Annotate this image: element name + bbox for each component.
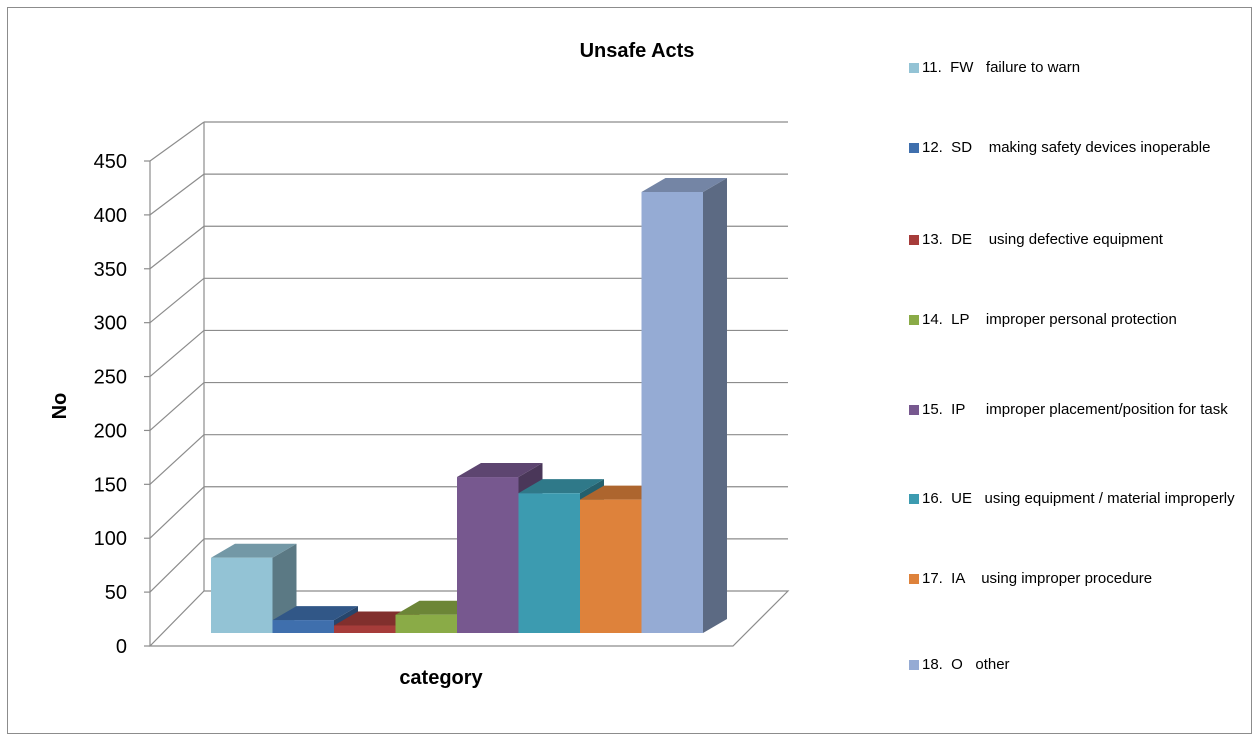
bar-front <box>395 614 457 633</box>
legend-item: 14. LP improper personal protection <box>909 310 1249 330</box>
gridline-diagonal <box>149 538 205 593</box>
y-axis-label: No <box>49 393 71 420</box>
gridline-diagonal <box>149 486 205 539</box>
bar-side <box>703 178 727 633</box>
legend-swatch <box>909 63 919 73</box>
legend-item: 15. IP improper placement/position for t… <box>909 400 1249 420</box>
legend-swatch <box>909 574 919 584</box>
legend-item: 17. IA using improper procedure <box>909 569 1249 589</box>
bar-front <box>457 477 519 633</box>
y-tick-label: 100 <box>94 528 127 550</box>
y-tick-label: 400 <box>94 205 127 227</box>
y-tick-label: 200 <box>94 420 127 442</box>
gridline-diagonal <box>149 225 205 270</box>
legend-label: 12. SD making safety devices inoperable <box>922 139 1211 156</box>
gridline-diagonal <box>149 121 205 162</box>
legend-swatch <box>909 143 919 153</box>
y-tick-label: 450 <box>94 151 127 173</box>
bar-11 <box>211 543 297 633</box>
legend-label: 11. FW failure to warn <box>922 59 1081 76</box>
legend-swatch <box>909 405 919 415</box>
legend-label: 13. DE using defective equipment <box>922 231 1163 248</box>
legend-item: 16. UE using equipment / material improp… <box>909 489 1249 509</box>
bar-front <box>334 625 396 633</box>
bar-top <box>641 178 727 192</box>
legend-swatch <box>909 494 919 504</box>
bar-12 <box>272 606 358 633</box>
bar-top <box>211 543 297 558</box>
bar-18 <box>641 178 727 633</box>
bar-front <box>518 493 580 633</box>
bars <box>211 178 727 633</box>
gridline-diagonal <box>149 277 205 324</box>
x-axis-label: category <box>399 667 483 689</box>
legend-item: 11. FW failure to warn <box>909 58 1249 78</box>
y-tick-label: 300 <box>94 313 127 335</box>
legend-label: 15. IP improper placement/position for t… <box>922 401 1228 418</box>
y-tick-label: 250 <box>94 367 127 389</box>
bar-front <box>641 192 703 633</box>
legend-swatch <box>909 660 919 670</box>
y-tick-labels: 0 50 100 150 200 250 300 350 400 450 <box>94 151 127 658</box>
floor-plane <box>148 590 790 647</box>
y-tick-label: 50 <box>105 582 127 604</box>
y-tick-label: 350 <box>94 259 127 281</box>
legend-label: 16. UE using equipment / material improp… <box>922 490 1235 507</box>
chart-title: Unsafe Acts <box>580 40 695 62</box>
legend-label: 14. LP improper personal protection <box>922 311 1177 328</box>
bar-front <box>211 557 273 633</box>
bar-top <box>457 463 543 478</box>
gridline-diagonal <box>149 173 205 216</box>
gridline-diagonal <box>149 382 205 431</box>
legend-item: 13. DE using defective equipment <box>909 230 1249 250</box>
legend: 11. FW failure to warn 12. SD making safe… <box>909 0 1254 741</box>
legend-item: 18. O other <box>909 655 1249 675</box>
legend-label: 18. O other <box>922 656 1010 673</box>
legend-item: 12. SD making safety devices inoperable <box>909 138 1249 158</box>
bar-front <box>580 499 642 633</box>
y-tick-label: 150 <box>94 474 127 496</box>
y-tick-label: 0 <box>116 636 127 658</box>
legend-swatch <box>909 315 919 325</box>
legend-label: 17. IA using improper procedure <box>922 570 1153 587</box>
bar-front <box>272 620 334 633</box>
bar-top <box>272 606 358 621</box>
legend-swatch <box>909 235 919 245</box>
gridline-diagonal <box>149 434 205 485</box>
gridline-diagonal <box>149 329 205 378</box>
bar-top <box>518 479 604 494</box>
